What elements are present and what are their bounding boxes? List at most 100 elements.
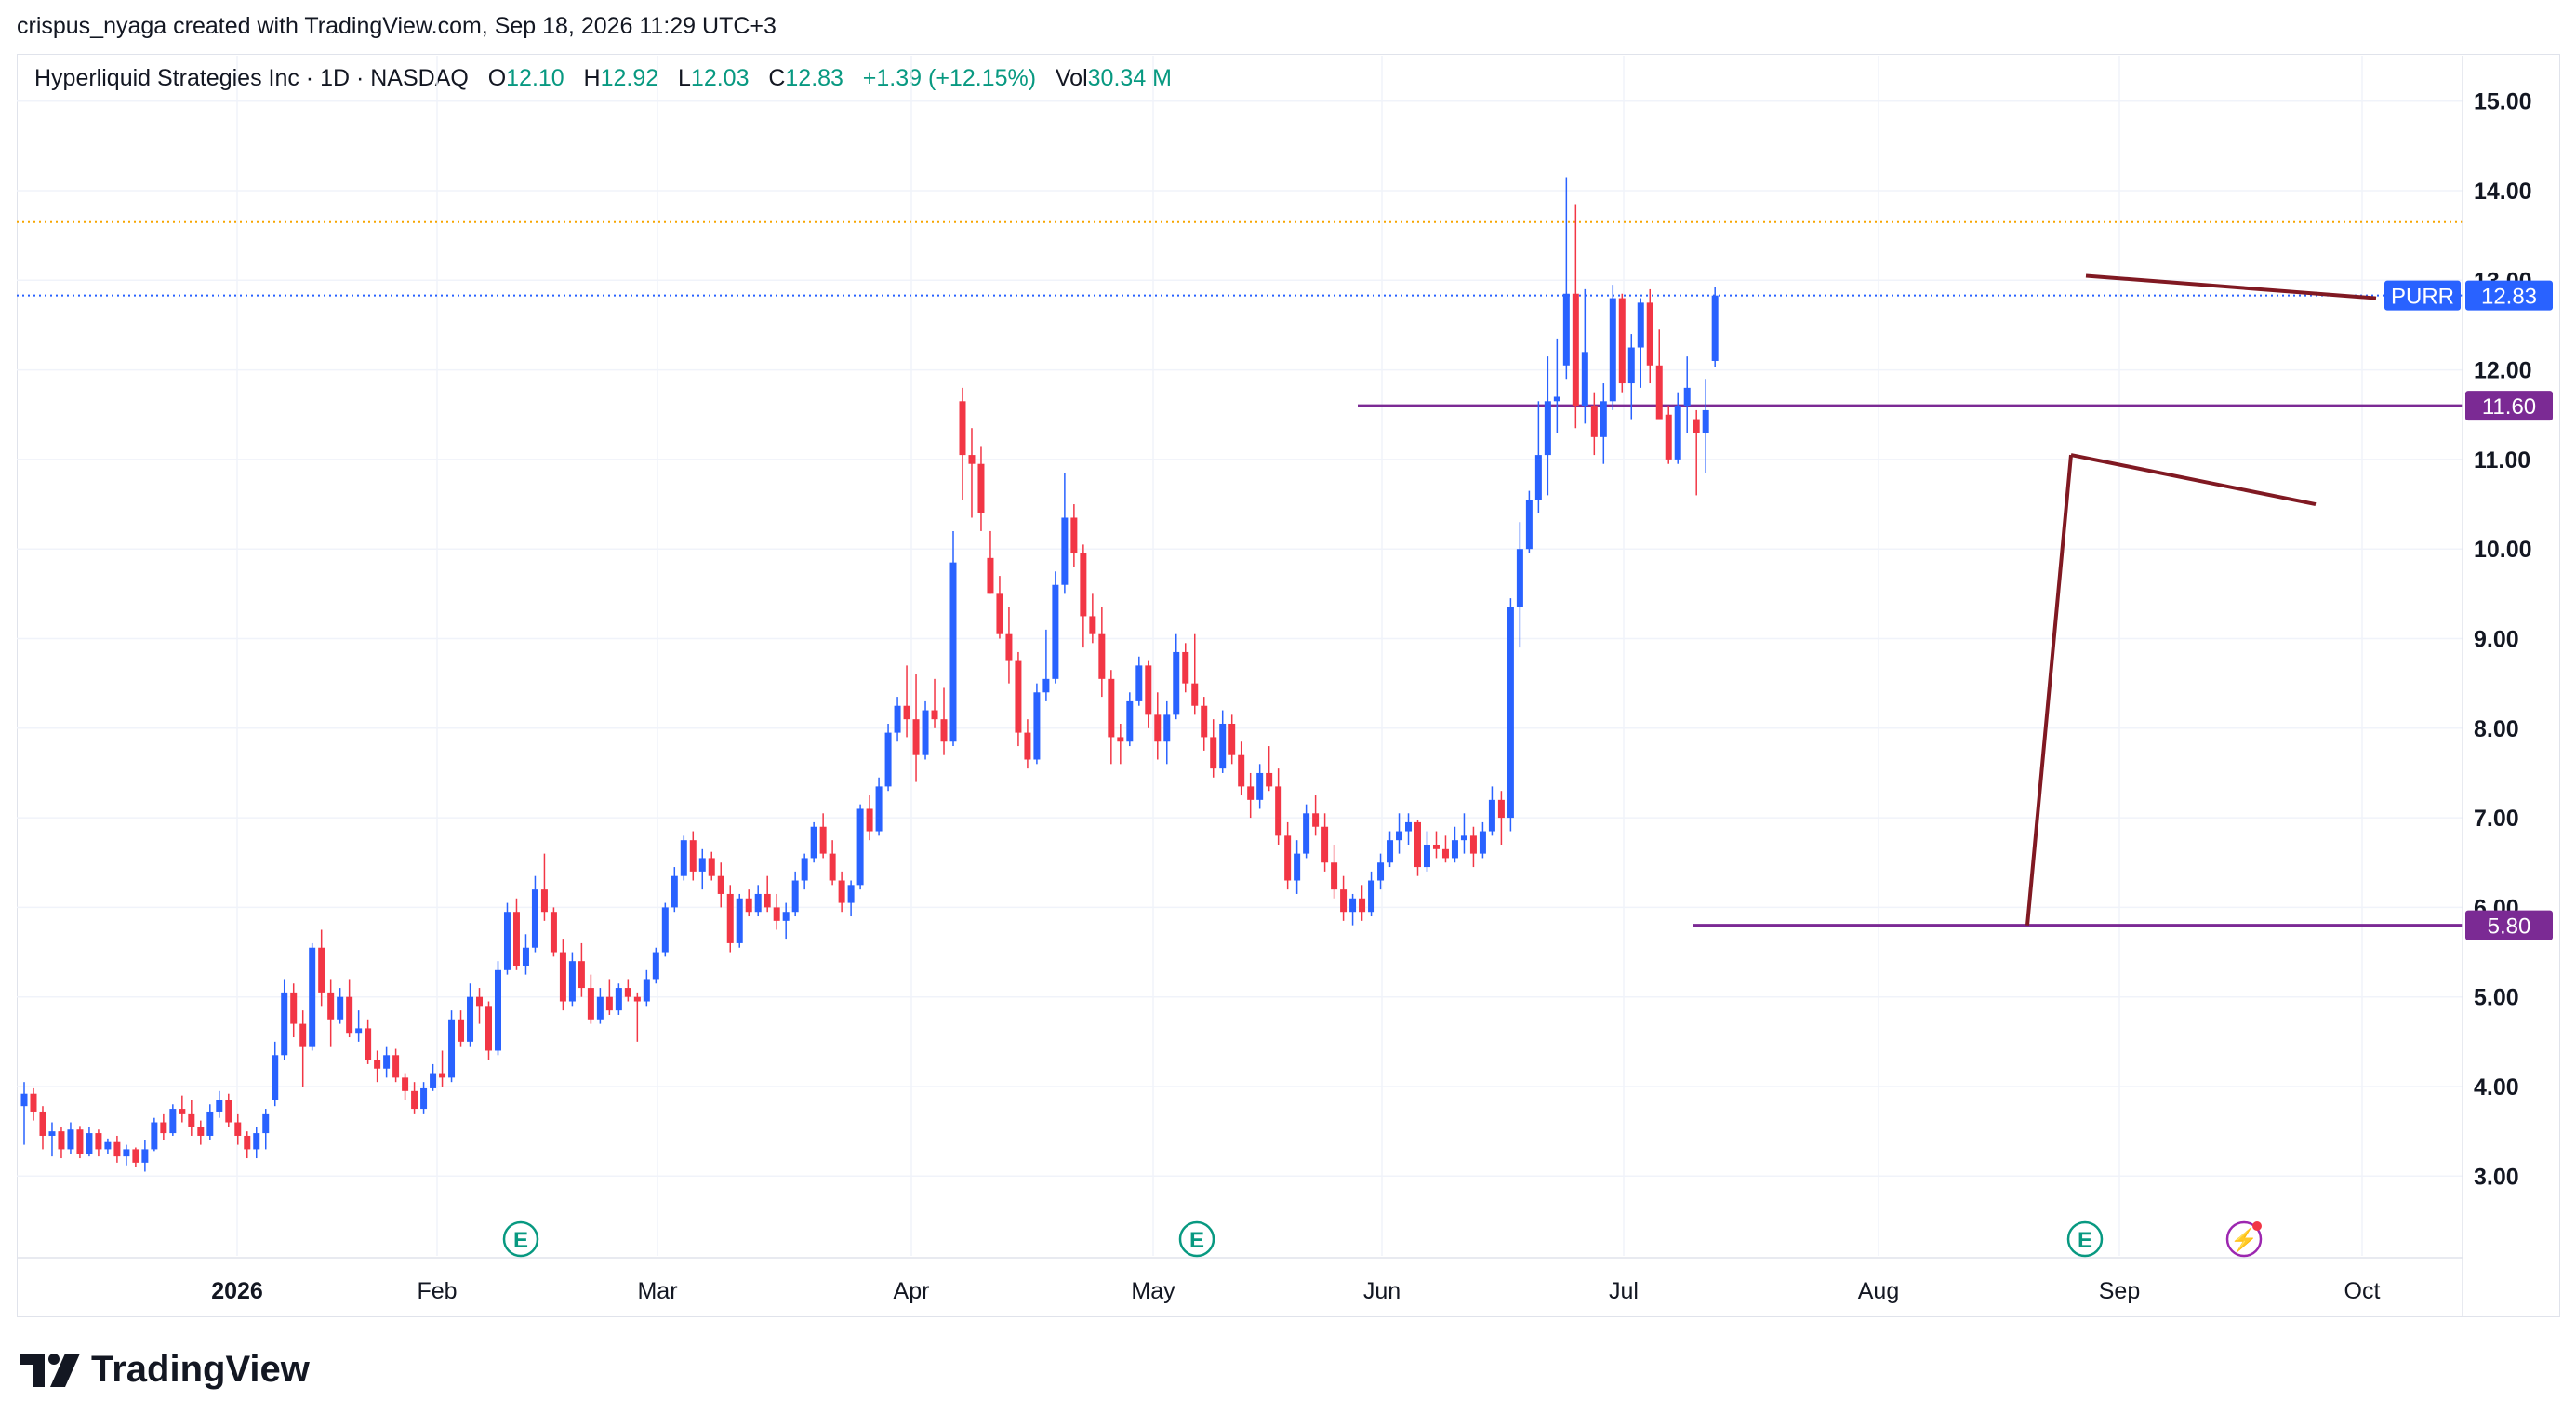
candle-body xyxy=(1665,414,1672,460)
candle-body xyxy=(512,912,520,966)
candle-body xyxy=(1432,844,1440,849)
candle-body xyxy=(1015,660,1022,733)
flag-upper-trendline xyxy=(2085,273,2377,300)
candle xyxy=(1042,629,1050,701)
candle xyxy=(1414,820,1421,876)
candle xyxy=(1033,683,1041,765)
candle-body xyxy=(1590,406,1598,437)
candle-body xyxy=(856,808,864,886)
candle-body xyxy=(430,1073,437,1088)
candle-body xyxy=(624,988,631,997)
flag-pattern-drawing xyxy=(2025,273,2377,926)
candle xyxy=(374,1050,381,1083)
candle-body xyxy=(439,1073,446,1078)
candle xyxy=(1163,700,1171,765)
candle xyxy=(355,1010,363,1042)
candle-body xyxy=(1080,553,1087,617)
earnings-icon-glyph: E xyxy=(2078,1228,2092,1253)
candle-body xyxy=(605,996,613,1011)
time-tick-label: Aug xyxy=(1858,1278,1899,1304)
candle xyxy=(1683,356,1691,433)
candle xyxy=(1219,710,1227,773)
candle xyxy=(1581,288,1588,424)
candle-body xyxy=(977,463,985,513)
candle-body xyxy=(875,786,883,832)
candle xyxy=(206,1104,214,1140)
candle-body xyxy=(1108,678,1115,738)
candle xyxy=(522,934,529,975)
candle-body xyxy=(1414,821,1421,868)
candle-body xyxy=(39,1111,46,1136)
candle-body xyxy=(736,898,743,943)
candle xyxy=(1544,356,1551,496)
candle xyxy=(1210,719,1217,778)
candle xyxy=(48,1122,56,1157)
candle-body xyxy=(773,907,780,921)
candle xyxy=(1497,791,1505,845)
candle-body xyxy=(1303,813,1310,854)
candle xyxy=(819,813,827,859)
candle xyxy=(104,1138,112,1154)
candle xyxy=(1321,813,1329,872)
candle-body xyxy=(1163,714,1171,742)
candle-body xyxy=(1191,683,1199,706)
candle xyxy=(810,821,817,863)
candle xyxy=(1117,723,1124,765)
candle-body xyxy=(1572,293,1579,407)
candle-body xyxy=(1387,840,1394,863)
candle-body xyxy=(1070,517,1078,554)
candle xyxy=(1405,813,1413,845)
candle-body xyxy=(1042,678,1050,693)
candle-body xyxy=(1469,835,1477,854)
candle xyxy=(745,889,752,917)
candle-body xyxy=(1516,549,1523,607)
candle-body xyxy=(1154,714,1162,742)
candle xyxy=(1145,660,1152,728)
candle-body xyxy=(253,1133,260,1150)
candlestick-series xyxy=(20,177,1719,1172)
candle xyxy=(299,1010,307,1087)
candle-body xyxy=(30,1093,37,1112)
earnings-icon xyxy=(1178,1220,1215,1258)
candle xyxy=(754,885,762,917)
tradingview-logo[interactable]: TradingView xyxy=(20,1349,310,1391)
candle xyxy=(1331,844,1338,899)
candle-body xyxy=(299,1023,307,1047)
candle-body xyxy=(894,705,901,733)
candle xyxy=(643,969,650,1007)
candle-body xyxy=(48,1131,56,1136)
candle-body xyxy=(745,898,752,913)
candle-body xyxy=(764,893,771,908)
grid-lines xyxy=(17,56,2463,1256)
candle xyxy=(987,530,994,594)
candle-body xyxy=(801,858,808,881)
candle-body xyxy=(392,1055,400,1078)
candle xyxy=(884,723,892,792)
candle-body xyxy=(20,1093,28,1107)
candle xyxy=(615,983,622,1015)
price-tick-label: 15.00 xyxy=(2474,89,2532,115)
candle xyxy=(1693,409,1700,496)
candle xyxy=(1359,885,1366,921)
candle-body xyxy=(402,1077,409,1091)
flag-lower-trendline xyxy=(2070,453,2317,507)
candle xyxy=(1256,764,1264,809)
candle xyxy=(346,979,353,1038)
legend-high-label: H xyxy=(583,65,601,91)
candle xyxy=(141,1140,149,1172)
candle-body xyxy=(169,1109,177,1134)
candle-body xyxy=(467,996,474,1042)
candle xyxy=(132,1147,139,1167)
candle-body xyxy=(95,1133,102,1150)
candle xyxy=(67,1122,74,1154)
candle-body xyxy=(141,1149,149,1163)
candle-body xyxy=(1646,302,1653,366)
candle xyxy=(633,992,641,1042)
level-badge-text: 5.80 xyxy=(2488,914,2531,940)
candle xyxy=(281,979,288,1060)
candle xyxy=(1600,383,1607,464)
legend-low-value: 12.03 xyxy=(690,65,750,91)
candle xyxy=(151,1117,158,1152)
candle-body xyxy=(1331,862,1338,890)
